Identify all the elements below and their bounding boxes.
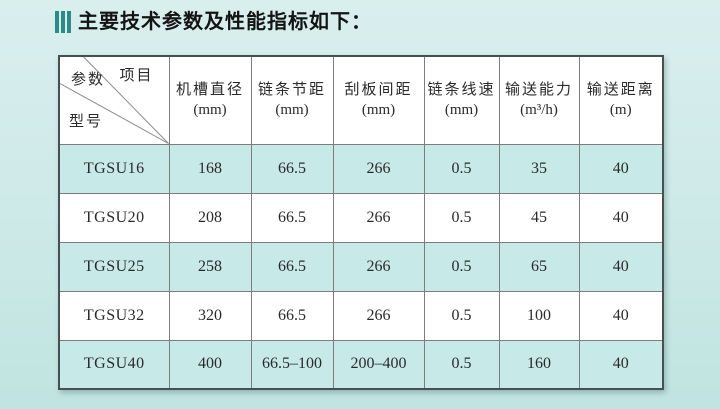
value-cell: 66.5 <box>250 143 334 194</box>
value-cell: 258 <box>168 241 252 292</box>
value-cell: 65 <box>498 241 580 292</box>
column-header-chain-speed: 链条线速 (mm) <box>423 55 500 145</box>
column-unit: (mm) <box>361 102 396 119</box>
column-header-chain-pitch: 链条节距 (mm) <box>250 55 334 145</box>
value-cell: 40 <box>578 143 664 194</box>
model-cell: TGSU20 <box>58 192 170 243</box>
spec-table-header: 项目 参数 型号 机槽直径 (mm) 链条节距 (mm) 刮板间距 (mm) 链… <box>58 55 664 145</box>
column-header-conveying-capacity: 输送能力 (m³/h) <box>498 55 580 145</box>
column-unit: (mm) <box>193 102 227 119</box>
table-row: TGSU32 320 66.5 266 0.5 100 40 <box>58 290 664 341</box>
value-cell: 40 <box>578 339 664 390</box>
corner-label-parameter: 参数 <box>71 72 106 88</box>
model-cell: TGSU25 <box>58 241 170 292</box>
column-header-scraper-spacing: 刮板间距 (mm) <box>332 55 425 145</box>
value-cell: 45 <box>498 192 580 243</box>
table-row: TGSU40 400 66.5–100 200–400 0.5 160 40 <box>58 339 664 390</box>
column-unit: (mm) <box>275 102 309 119</box>
table-row: TGSU25 258 66.5 266 0.5 65 40 <box>58 241 664 292</box>
table-row: TGSU16 168 66.5 266 0.5 35 40 <box>58 143 664 194</box>
spec-table: 项目 参数 型号 机槽直径 (mm) 链条节距 (mm) 刮板间距 (mm) 链… <box>58 55 664 390</box>
value-cell: 266 <box>332 192 425 243</box>
diagonal-lines <box>60 57 169 144</box>
value-cell: 400 <box>168 339 252 390</box>
value-cell: 66.5–100 <box>250 339 334 390</box>
page-title: 主要技术参数及性能指标如下： <box>78 11 372 33</box>
value-cell: 66.5 <box>250 241 334 292</box>
value-cell: 35 <box>498 143 580 194</box>
column-header-trough-diameter: 机槽直径 (mm) <box>168 55 252 145</box>
column-name: 链条线速 <box>427 82 496 99</box>
column-name: 刮板间距 <box>344 82 413 99</box>
value-cell: 266 <box>332 290 425 341</box>
value-cell: 40 <box>578 192 664 243</box>
spec-table-body: TGSU16 168 66.5 266 0.5 35 40 TGSU20 208… <box>58 143 664 390</box>
column-unit: (m) <box>609 102 632 119</box>
table-row: TGSU20 208 66.5 266 0.5 45 40 <box>58 192 664 243</box>
value-cell: 66.5 <box>250 192 334 243</box>
column-name: 输送距离 <box>586 82 655 99</box>
header-row: 项目 参数 型号 机槽直径 (mm) 链条节距 (mm) 刮板间距 (mm) 链… <box>58 55 664 145</box>
value-cell: 0.5 <box>423 241 500 292</box>
value-cell: 266 <box>332 143 425 194</box>
column-unit: (m³/h) <box>520 102 558 119</box>
corner-label-model: 型号 <box>69 113 104 130</box>
value-cell: 0.5 <box>423 192 500 243</box>
diagonal-header-cell: 项目 参数 型号 <box>58 55 170 145</box>
section-marker-icon <box>55 11 71 33</box>
corner-label-item: 项目 <box>119 68 154 84</box>
value-cell: 0.5 <box>423 290 500 341</box>
value-cell: 0.5 <box>423 339 500 390</box>
model-cell: TGSU16 <box>58 143 170 194</box>
value-cell: 208 <box>168 192 252 243</box>
column-name: 机槽直径 <box>175 82 244 99</box>
value-cell: 168 <box>168 143 252 194</box>
value-cell: 40 <box>578 241 664 292</box>
value-cell: 100 <box>498 290 580 341</box>
value-cell: 200–400 <box>332 339 425 390</box>
model-cell: TGSU40 <box>58 339 170 390</box>
column-name: 输送能力 <box>504 82 573 99</box>
model-cell: TGSU32 <box>58 290 170 341</box>
column-unit: (mm) <box>444 102 479 119</box>
section-title-row: 主要技术参数及性能指标如下： <box>55 10 372 34</box>
value-cell: 266 <box>332 241 425 292</box>
column-header-conveying-distance: 输送距离 (m) <box>578 55 664 145</box>
value-cell: 66.5 <box>250 290 334 341</box>
value-cell: 160 <box>498 339 580 390</box>
value-cell: 320 <box>168 290 252 341</box>
column-name: 链条节距 <box>257 82 326 99</box>
value-cell: 0.5 <box>423 143 500 194</box>
value-cell: 40 <box>578 290 664 341</box>
